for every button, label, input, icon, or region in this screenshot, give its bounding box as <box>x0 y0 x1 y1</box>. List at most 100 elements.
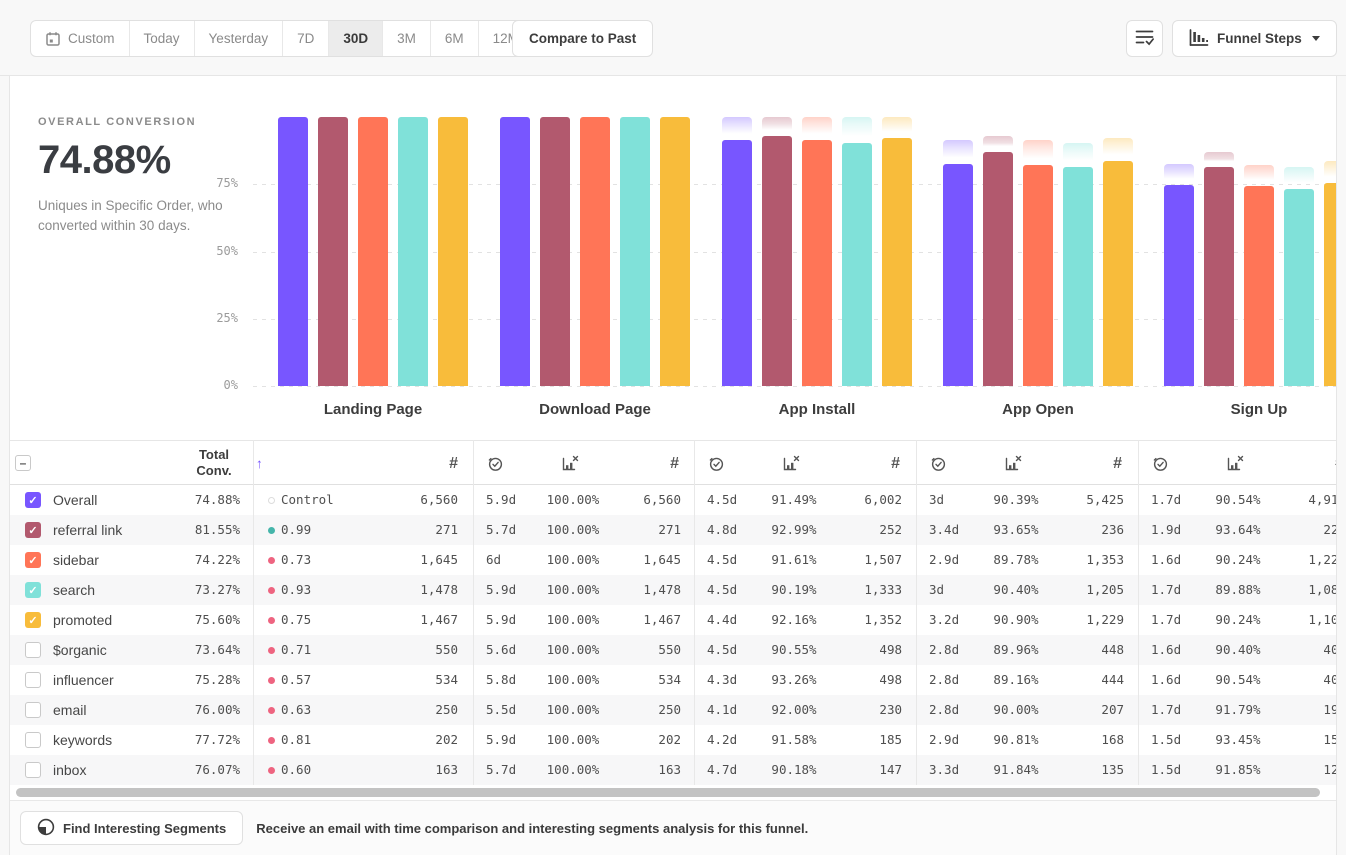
total-conv-value: 75.60% <box>194 612 240 627</box>
row-checkbox[interactable]: ✓ <box>25 582 41 598</box>
date-range-yesterday[interactable]: Yesterday <box>195 21 284 56</box>
total-conv-value: 74.88% <box>194 492 240 507</box>
funnel-bar[interactable] <box>660 117 690 386</box>
funnel-bar[interactable] <box>1164 184 1194 386</box>
time-to-convert-icon[interactable] <box>708 455 725 477</box>
conversion-rate-icon[interactable] <box>1004 455 1022 477</box>
summary-description: Uniques in Specific Order, who converted… <box>38 198 223 233</box>
cell-time: 1.7d <box>1151 612 1182 627</box>
funnel-bar[interactable] <box>620 117 650 386</box>
time-to-convert-icon[interactable] <box>1152 455 1169 477</box>
date-range-3m[interactable]: 3M <box>383 21 431 56</box>
conversion-rate-icon[interactable] <box>782 455 800 477</box>
select-all-checkbox[interactable]: – <box>15 455 31 471</box>
cell-time: 5.8d <box>486 672 517 687</box>
cell-rate: 100.00% <box>546 702 600 717</box>
row-checkbox[interactable] <box>25 732 41 748</box>
cell-rate: 90.24% <box>1215 612 1261 627</box>
compare-to-past-button[interactable]: Compare to Past <box>512 20 654 57</box>
funnel-bar[interactable] <box>722 139 752 386</box>
row-checkbox[interactable]: ✓ <box>25 552 41 568</box>
horizontal-scrollbar[interactable] <box>16 788 1332 797</box>
count-column-header[interactable]: # <box>449 455 458 472</box>
time-to-convert-icon[interactable] <box>930 455 947 477</box>
cell-time: 5.9d <box>486 612 517 627</box>
funnel-bar[interactable] <box>842 143 872 386</box>
funnel-bar-dropoff-cap <box>842 117 872 139</box>
funnel-bar[interactable] <box>438 117 468 386</box>
cell-rate: 90.81% <box>993 732 1039 747</box>
count-column-header[interactable]: # <box>891 455 900 472</box>
table-row[interactable]: ✓ search 73.27% 0.93 1,478 5.9d 100.00% 1,478 4.… <box>10 575 1346 605</box>
funnel-bar[interactable] <box>1244 186 1274 386</box>
y-axis-tick: 50% <box>216 243 238 258</box>
table-row[interactable]: ✓ Overall 74.88% Control 6,560 5.9d 100.00% 6,5… <box>10 485 1346 515</box>
time-to-convert-icon[interactable] <box>487 455 504 477</box>
sig-value: 0.60 <box>281 762 312 777</box>
cell-time: 4.3d <box>707 672 738 687</box>
funnel-bar[interactable] <box>802 139 832 386</box>
cell-time: 4.1d <box>707 702 738 717</box>
table-row[interactable]: email 76.00% 0.63 250 5.5d 100.00% 250 4.1d 92.0… <box>10 695 1346 725</box>
funnel-bar[interactable] <box>580 117 610 386</box>
row-checkbox[interactable] <box>25 672 41 688</box>
funnel-bar-dropoff-cap <box>1063 143 1093 162</box>
table-row[interactable]: ✓ referral link 81.55% 0.99 271 5.7d 100.00% 27… <box>10 515 1346 545</box>
row-checkbox[interactable]: ✓ <box>25 522 41 538</box>
cell-rate: 100.00% <box>546 582 600 597</box>
funnel-bar[interactable] <box>1284 188 1314 386</box>
property-label: search <box>53 582 96 598</box>
cell-rate: 93.26% <box>771 672 817 687</box>
funnel-bar[interactable] <box>1204 166 1234 386</box>
funnel-bar[interactable] <box>500 117 530 386</box>
bar-chart-icon <box>1189 28 1209 49</box>
row-checkbox[interactable] <box>25 702 41 718</box>
funnel-bar[interactable] <box>762 135 792 386</box>
count-column-header[interactable]: # <box>670 455 679 472</box>
date-range-30d[interactable]: 30D <box>329 21 384 56</box>
table-row[interactable]: $organic 73.64% 0.71 550 5.6d 100.00% 550 4.5d 9… <box>10 635 1346 665</box>
funnel-bar[interactable] <box>1023 164 1053 386</box>
scrollbar-thumb[interactable] <box>16 788 1320 797</box>
total-conv-column-header[interactable]: Total Conv. <box>196 447 232 478</box>
funnel-bar[interactable] <box>1103 160 1133 386</box>
cell-count: 135 <box>1101 762 1124 777</box>
funnel-bar[interactable] <box>1063 166 1093 386</box>
date-range-custom[interactable]: Custom <box>31 21 130 56</box>
table-row[interactable]: ✓ sidebar 74.22% 0.73 1,645 6d 100.00% 1,645 4.5… <box>10 545 1346 575</box>
table-row[interactable]: ✓ promoted 75.60% 0.75 1,467 5.9d 100.00% 1,467… <box>10 605 1346 635</box>
find-interesting-segments-label: Find Interesting Segments <box>63 820 227 836</box>
conversion-rate-icon[interactable] <box>561 455 579 477</box>
chart-options-button[interactable] <box>1126 20 1163 57</box>
date-range-6m[interactable]: 6M <box>431 21 479 56</box>
count-column-header[interactable]: # <box>1113 455 1122 472</box>
funnel-bar[interactable] <box>278 117 308 386</box>
funnel-bar[interactable] <box>882 138 912 386</box>
conversion-rate-icon[interactable] <box>1226 455 1244 477</box>
cell-count: 1,467 <box>643 612 681 627</box>
cell-count: 1,229 <box>1086 612 1124 627</box>
table-row[interactable]: influencer 75.28% 0.57 534 5.8d 100.00% 534 4.3… <box>10 665 1346 695</box>
date-range-today[interactable]: Today <box>130 21 195 56</box>
date-range-label: 3M <box>397 31 416 46</box>
funnel-bar[interactable] <box>540 117 570 386</box>
funnel-bar[interactable] <box>318 117 348 386</box>
funnel-bar[interactable] <box>943 163 973 386</box>
row-checkbox[interactable] <box>25 642 41 658</box>
date-range-7d[interactable]: 7D <box>283 21 330 56</box>
find-interesting-segments-button[interactable]: Find Interesting Segments <box>20 811 244 845</box>
table-row[interactable]: inbox 76.07% 0.60 163 5.7d 100.00% 163 4.7d 90.1… <box>10 755 1346 785</box>
date-range-label: 6M <box>444 31 464 46</box>
cell-count: 448 <box>1101 642 1124 657</box>
funnel-bar[interactable] <box>358 117 388 386</box>
row-checkbox[interactable]: ✓ <box>25 612 41 628</box>
funnel-bar[interactable] <box>398 117 428 386</box>
sig-column-header[interactable]: ↑ <box>256 441 263 486</box>
funnel-bar[interactable] <box>983 151 1013 386</box>
row-checkbox[interactable]: ✓ <box>25 492 41 508</box>
row-checkbox[interactable] <box>25 762 41 778</box>
sig-dot <box>268 647 275 654</box>
property-label: referral link <box>53 522 123 538</box>
funnel-steps-dropdown[interactable]: Funnel Steps <box>1172 20 1337 57</box>
table-row[interactable]: keywords 77.72% 0.81 202 5.9d 100.00% 202 4.2d 9… <box>10 725 1346 755</box>
